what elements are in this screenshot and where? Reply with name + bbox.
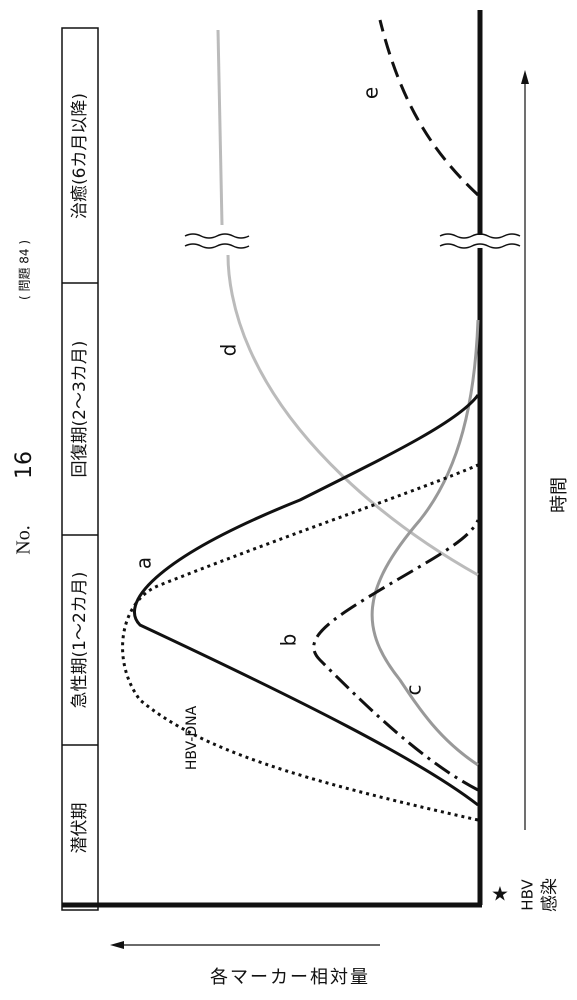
curve-label: d: [217, 344, 241, 357]
break: [184, 233, 250, 239]
arrow-head: [110, 941, 124, 949]
curve-a: [132, 394, 480, 807]
curve-label: b: [277, 634, 301, 647]
phase-table: [61, 27, 99, 911]
break: [439, 233, 521, 239]
phase-label: 潜伏期: [70, 803, 90, 854]
curve-e: [378, 19, 480, 197]
break: [439, 243, 521, 249]
curve-c: [370, 319, 480, 767]
infection-marker: ★: [491, 882, 509, 906]
x-axis-label: 時間: [549, 477, 570, 513]
phase-label: 治癒(6カ月以降): [70, 93, 90, 219]
number: 16: [12, 451, 37, 479]
break-marks: [184, 233, 521, 249]
problem-number: ( 問題 84 ): [18, 240, 32, 300]
break: [184, 243, 250, 249]
curve-b: [312, 519, 480, 792]
arrow-head: [521, 70, 529, 84]
curve-label: HBV-DNA: [184, 705, 200, 770]
curve-d: [216, 29, 224, 226]
curve-hbv-dna: [121, 463, 479, 822]
phase-label: 急性期(1〜2カ月): [70, 572, 90, 709]
infection-label: HBV: [519, 879, 537, 911]
curve-d: [226, 254, 479, 577]
curve-label: c: [402, 685, 426, 696]
phase-label: 回復期(2〜3カ月): [70, 341, 90, 478]
phase-box: [61, 27, 99, 911]
curve-label: e: [359, 87, 383, 99]
number-prefix: No.: [13, 525, 35, 554]
y-axis-label: 各マーカー相対量: [210, 967, 370, 988]
curve-label: a: [132, 557, 156, 569]
infection-label: 感染: [540, 878, 560, 912]
